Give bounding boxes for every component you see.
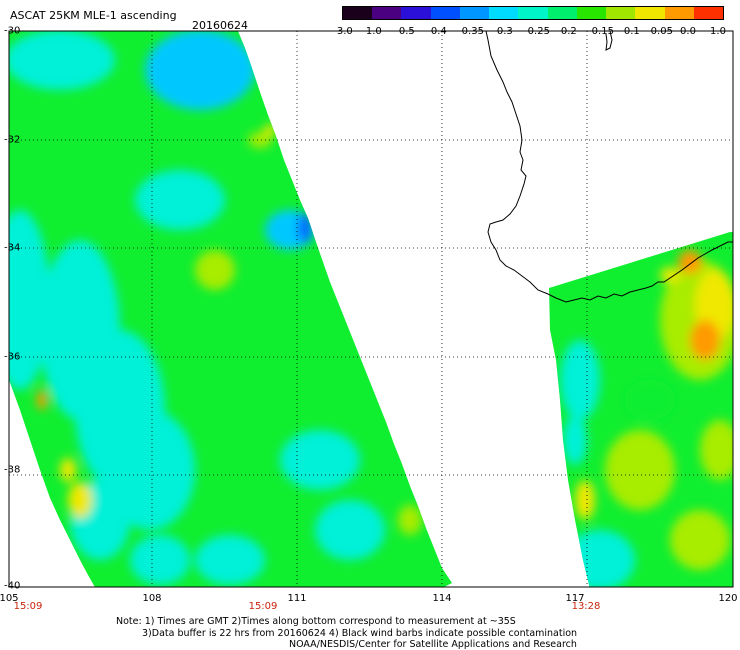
footnote-line-3: NOAA/NESDIS/Center for Satellite Applica… (289, 639, 577, 650)
swath-color-patch (9, 210, 50, 390)
swath-color-patch (195, 250, 235, 290)
lat-label: -34 (4, 242, 21, 254)
colorbar-label: -0.25 (524, 26, 550, 37)
colorbar-segment (576, 7, 607, 19)
swath-color-patch (695, 270, 733, 340)
swath-color-patch (670, 510, 730, 570)
lon-label: 117 (565, 593, 585, 604)
coastline (485, 30, 733, 303)
colorbar-segment (547, 7, 577, 19)
swath-color-patch (280, 430, 360, 490)
colorbar-segment (343, 7, 373, 19)
colorbar-label: -0.05 (647, 26, 673, 37)
colorbar-segment (606, 7, 636, 19)
colorbar-label: -0.15 (588, 26, 614, 37)
colorbar-label: -0.5 (395, 26, 415, 37)
swath-color-patch (700, 420, 733, 480)
colorbar-label: -1.0 (362, 26, 382, 37)
lat-label: -38 (4, 464, 21, 476)
swath-color-patch (68, 482, 92, 518)
lat-label: -30 (4, 25, 21, 37)
right-swath (549, 232, 733, 587)
colorbar-segment (693, 7, 724, 19)
swath-color-patch (135, 170, 225, 230)
colorbar-segment (372, 7, 402, 19)
lon-label: 108 (142, 593, 162, 604)
swath-color-patch (660, 260, 733, 380)
swath-color-patch (660, 267, 680, 283)
colorbar-label: -0.2 (557, 26, 577, 37)
left-swath-base (9, 31, 452, 587)
lon-label: 120 (718, 593, 738, 604)
swath-color-patch (398, 505, 422, 535)
colorbar-label: -0.3 (493, 26, 513, 37)
graticule (9, 31, 733, 587)
swath-color-patch (9, 31, 115, 90)
map-date: 20160624 (192, 19, 248, 32)
colorbar-segment (489, 7, 519, 19)
swath-color-patch (264, 124, 276, 136)
colorbar-label: -0.4 (427, 26, 447, 37)
left-swath (9, 31, 452, 587)
colorbar-segment (635, 7, 665, 19)
swath-color-patch (690, 320, 720, 360)
colorbar-segment (430, 7, 460, 19)
colorbar-label: -0.1 (620, 26, 640, 37)
swath-color-patch (678, 250, 702, 274)
swath-color-patch (70, 480, 130, 560)
colorbar-segment (664, 7, 694, 19)
swath-color-patch (565, 530, 635, 587)
swath-color-patch (625, 380, 675, 420)
swath-color-patch (145, 31, 255, 110)
map-frame (8, 30, 734, 588)
swath-color-patch (563, 415, 587, 465)
colorbar-segment (459, 7, 490, 19)
swath-color-patch (315, 500, 385, 560)
swath-color-patch (195, 535, 265, 585)
lat-label: -32 (4, 134, 21, 146)
swath-color-patch (75, 330, 165, 490)
pass-time-label: 13:28 (571, 601, 601, 612)
colorbar-label: 1.0 (710, 26, 726, 37)
colorbar-segment (518, 7, 548, 19)
swath-color-patch (265, 210, 315, 250)
right-swath-base (549, 232, 733, 587)
map-title: ASCAT 25KM MLE-1 ascending (10, 9, 177, 22)
colorbar (342, 6, 724, 20)
swath-color-patch (575, 480, 595, 520)
swath-color-patch (248, 132, 272, 148)
lon-label: 114 (432, 593, 452, 604)
pass-time-label: 15:09 (13, 601, 43, 612)
swath-color-patch (37, 390, 47, 410)
pass-time-label: 15:09 (248, 601, 278, 612)
colorbar-label: -0.35 (458, 26, 484, 37)
lon-label: 105 (0, 593, 19, 604)
swath-color-patch (60, 458, 76, 482)
swath-color-patch (298, 213, 312, 243)
footnote-line-1: Note: 1) Times are GMT 2)Times along bot… (116, 616, 516, 627)
lat-label: -36 (4, 351, 21, 363)
footnote-line-2: 3)Data buffer is 22 hrs from 20160624 4)… (142, 628, 578, 639)
colorbar-label: -3.0 (333, 26, 353, 37)
swath-color-patch (560, 340, 600, 420)
lat-label: -40 (4, 580, 21, 592)
swath-color-patch (40, 240, 120, 420)
colorbar-segment (401, 7, 431, 19)
swath-color-patch (105, 410, 195, 530)
swath-color-patch (605, 430, 675, 510)
lon-label: 111 (287, 593, 307, 604)
colorbar-label: 0.0 (680, 26, 696, 37)
swath-color-patch (130, 535, 190, 585)
